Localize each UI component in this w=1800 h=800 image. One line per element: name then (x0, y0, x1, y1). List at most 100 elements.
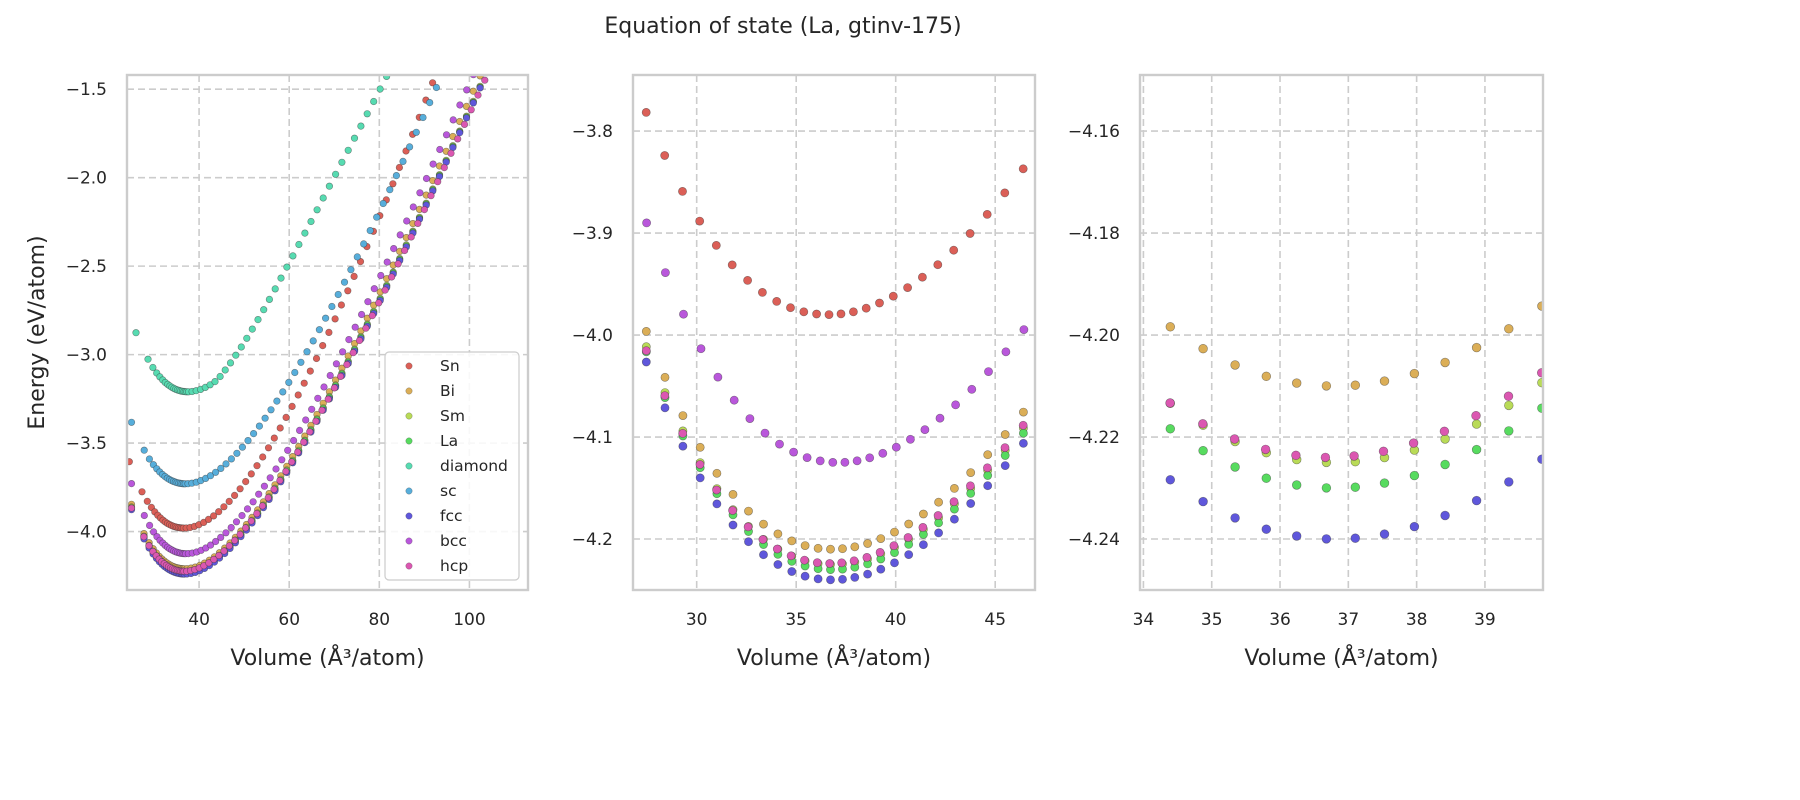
data-point (773, 560, 783, 569)
data-point (1291, 531, 1302, 541)
y-tick-label: −3.0 (66, 346, 107, 366)
data-point (306, 428, 314, 436)
data-point (712, 485, 721, 495)
data-point (1165, 398, 1175, 408)
data-point (399, 157, 407, 165)
data-point (799, 307, 809, 317)
data-point (890, 558, 899, 568)
data-point (355, 336, 364, 345)
data-point (1503, 391, 1514, 401)
data-point (267, 406, 275, 414)
data-point (919, 509, 928, 519)
data-point (282, 413, 290, 422)
data-point (800, 571, 810, 581)
data-point (271, 285, 279, 293)
series-sc (127, 75, 446, 488)
data-point (225, 542, 233, 550)
y-tick-label: −4.20 (1068, 326, 1120, 346)
data-point (1019, 325, 1029, 334)
data-point (236, 530, 244, 539)
x-tick-label: 38 (1406, 610, 1428, 630)
series-La (1140, 397, 1543, 493)
x-tick-label: 35 (1201, 610, 1223, 630)
data-point (772, 544, 782, 554)
data-point (206, 472, 215, 480)
legend-label: La (440, 432, 458, 450)
data-point (319, 194, 327, 202)
data-point (1504, 426, 1514, 436)
data-point (786, 303, 795, 313)
legend-label: fcc (440, 507, 463, 525)
data-point (862, 553, 872, 562)
data-point (727, 260, 737, 270)
data-point (949, 497, 959, 507)
data-point (360, 240, 368, 248)
data-point (950, 504, 959, 514)
data-point (1261, 371, 1272, 381)
data-point (462, 114, 471, 122)
data-point (728, 506, 737, 515)
data-point (641, 346, 651, 356)
data-point (802, 453, 812, 462)
data-point (825, 559, 835, 568)
data-point (623, 273, 631, 281)
data-point (429, 79, 437, 87)
data-point (826, 544, 835, 554)
data-point (863, 569, 872, 579)
data-point (236, 485, 244, 493)
data-point (278, 456, 286, 464)
data-point (1291, 480, 1302, 490)
data-point (328, 302, 336, 311)
legend-item: Sm (405, 407, 465, 425)
data-point (285, 378, 293, 387)
data-point (340, 278, 349, 286)
data-point (695, 216, 705, 226)
data-point (1471, 444, 1482, 455)
data-point (254, 316, 262, 324)
x-tick-label: 45 (984, 610, 1006, 630)
data-point (1000, 451, 1010, 460)
data-point (344, 146, 352, 154)
data-point (314, 394, 322, 402)
data-point (253, 462, 261, 470)
data-point (309, 337, 317, 345)
subplot-full-range: 40 60 80 100 −4.0 −3.5 −3.0 −2.5 −2.0 −1.5 Volume … (25, 68, 530, 671)
data-point (889, 541, 899, 551)
data-point (1038, 383, 1046, 391)
data-point (338, 158, 346, 166)
y-tick-label: −4.18 (1068, 224, 1120, 244)
data-point (1440, 459, 1450, 470)
data-point (824, 310, 834, 319)
data-point (1321, 381, 1332, 391)
data-point (416, 189, 424, 197)
data-point (1440, 357, 1450, 368)
data-point (145, 542, 153, 550)
data-point (259, 453, 267, 461)
data-point (207, 541, 215, 549)
data-point (407, 233, 415, 241)
data-point (623, 293, 631, 301)
data-point (813, 543, 823, 553)
data-point (383, 258, 391, 266)
y-tick-label: −4.2 (572, 530, 613, 550)
data-point (250, 430, 258, 438)
data-point (370, 97, 378, 106)
data-point (813, 574, 823, 584)
data-point (277, 274, 285, 282)
data-point (1165, 322, 1176, 332)
data-point (758, 535, 768, 544)
data-point (1321, 483, 1332, 493)
data-point (231, 536, 239, 545)
legend-item: La (405, 432, 458, 450)
data-point (143, 497, 151, 505)
data-point (1038, 301, 1046, 309)
data-point (460, 120, 469, 128)
data-point (623, 160, 631, 168)
data-point (210, 555, 218, 564)
data-point (641, 357, 651, 367)
data-point (1350, 482, 1361, 492)
data-point (221, 366, 229, 374)
data-point (484, 68, 491, 75)
data-point (641, 326, 651, 336)
data-point (623, 288, 631, 296)
